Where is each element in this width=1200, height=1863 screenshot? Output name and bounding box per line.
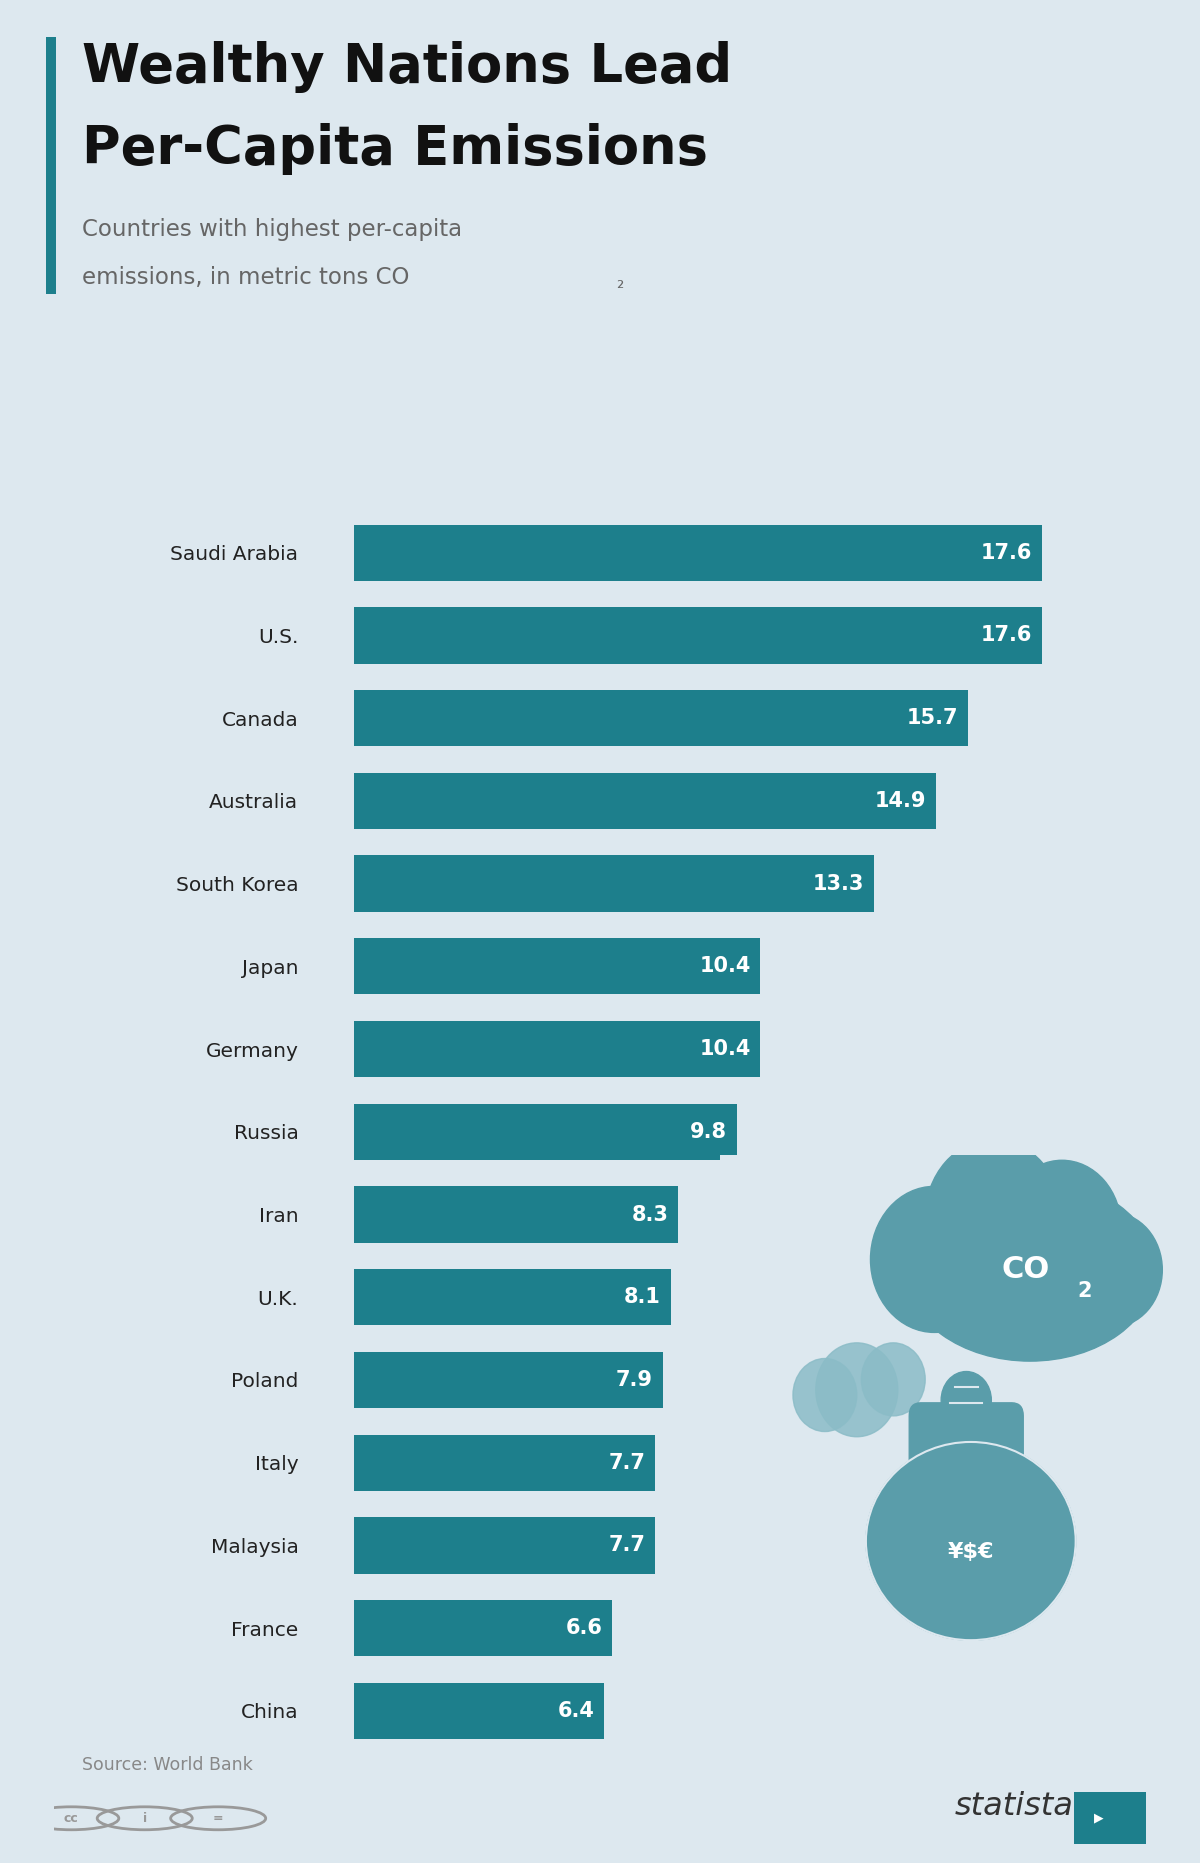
Circle shape bbox=[941, 1371, 991, 1429]
Text: Source: World Bank: Source: World Bank bbox=[82, 1755, 252, 1774]
Bar bbox=[354, 607, 1042, 663]
Bar bbox=[354, 1021, 761, 1077]
Text: Wealthy Nations Lead: Wealthy Nations Lead bbox=[82, 41, 732, 93]
Text: 7.7: 7.7 bbox=[608, 1535, 646, 1556]
Text: 10.4: 10.4 bbox=[700, 956, 751, 976]
Text: 13.3: 13.3 bbox=[812, 874, 864, 894]
Text: i: i bbox=[143, 1813, 146, 1824]
Bar bbox=[354, 689, 967, 747]
Bar bbox=[354, 773, 936, 829]
Text: ▶: ▶ bbox=[1094, 1813, 1104, 1824]
Polygon shape bbox=[1074, 1792, 1146, 1844]
Text: 6.6: 6.6 bbox=[565, 1619, 602, 1638]
Text: ₂: ₂ bbox=[617, 274, 624, 292]
Bar bbox=[354, 1435, 655, 1490]
Bar bbox=[354, 525, 1042, 581]
Bar bbox=[354, 1353, 662, 1408]
Text: statista: statista bbox=[955, 1790, 1074, 1822]
Text: 14.9: 14.9 bbox=[875, 792, 926, 810]
FancyBboxPatch shape bbox=[910, 1403, 1024, 1481]
Text: emissions, in metric tons CO: emissions, in metric tons CO bbox=[82, 266, 409, 289]
Bar bbox=[354, 1682, 604, 1738]
Bar bbox=[354, 1103, 737, 1161]
Circle shape bbox=[925, 1140, 1062, 1297]
Circle shape bbox=[793, 1358, 857, 1431]
Circle shape bbox=[862, 1343, 925, 1416]
Circle shape bbox=[1062, 1213, 1163, 1326]
Text: ¥$€: ¥$€ bbox=[948, 1541, 994, 1561]
Text: 7.9: 7.9 bbox=[616, 1369, 653, 1390]
Ellipse shape bbox=[905, 1179, 1156, 1362]
Bar bbox=[354, 1516, 655, 1574]
Text: CO: CO bbox=[1001, 1256, 1050, 1284]
Ellipse shape bbox=[866, 1442, 1075, 1639]
Text: 7.7: 7.7 bbox=[608, 1453, 646, 1472]
Text: 17.6: 17.6 bbox=[980, 626, 1032, 645]
Text: 6.4: 6.4 bbox=[558, 1701, 594, 1721]
Text: 9.8: 9.8 bbox=[690, 1122, 727, 1142]
Bar bbox=[354, 1269, 671, 1325]
Text: 17.6: 17.6 bbox=[980, 542, 1032, 563]
Bar bbox=[354, 1187, 678, 1243]
Text: cc: cc bbox=[64, 1813, 79, 1824]
Text: =: = bbox=[212, 1813, 223, 1824]
Bar bbox=[354, 1600, 612, 1656]
Text: Per-Capita Emissions: Per-Capita Emissions bbox=[82, 123, 708, 175]
Bar bbox=[354, 855, 874, 911]
Text: 2: 2 bbox=[1078, 1280, 1092, 1300]
Circle shape bbox=[870, 1187, 998, 1332]
Text: 8.3: 8.3 bbox=[631, 1205, 668, 1224]
Text: Countries with highest per-capita: Countries with highest per-capita bbox=[82, 218, 462, 240]
Text: 10.4: 10.4 bbox=[700, 1040, 751, 1058]
Bar bbox=[354, 939, 761, 995]
Circle shape bbox=[1003, 1161, 1121, 1297]
Text: 15.7: 15.7 bbox=[906, 708, 958, 728]
Text: 8.1: 8.1 bbox=[624, 1287, 661, 1308]
Circle shape bbox=[816, 1343, 898, 1436]
